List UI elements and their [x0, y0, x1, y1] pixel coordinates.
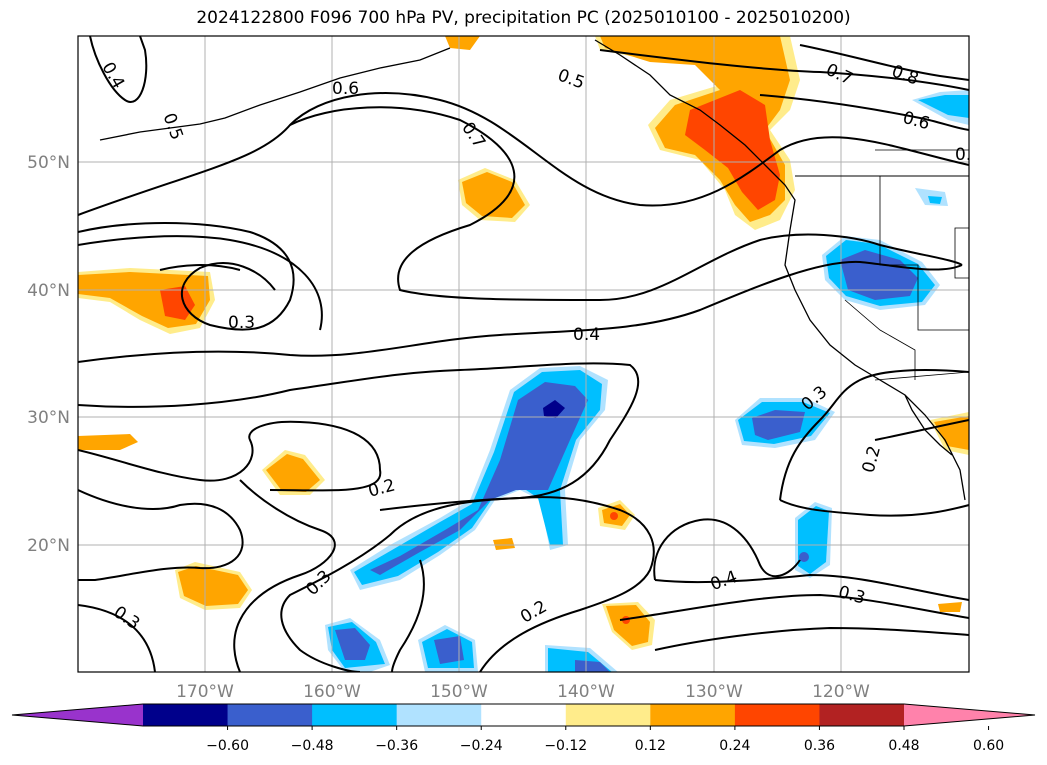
precip-positive-region	[610, 512, 618, 520]
lon-label: 170°W	[176, 682, 234, 702]
pv-contour	[289, 106, 963, 302]
pv-contour	[78, 92, 969, 216]
precip-negative-region	[799, 552, 809, 562]
pv-contour	[78, 489, 244, 581]
lon-label: 140°W	[557, 682, 615, 702]
pv-contour	[759, 94, 969, 131]
precip-negative-region	[918, 95, 969, 118]
precip-positive-region	[266, 454, 320, 492]
pv-contour	[78, 222, 295, 331]
coastline-alaska	[99, 47, 451, 141]
colorbar-tick-label: 0.12	[635, 738, 666, 754]
pv-contour	[779, 499, 969, 517]
colorbar-segment	[819, 704, 905, 726]
pv-contour	[78, 235, 323, 331]
pv-contour	[391, 559, 425, 672]
lat-label: 40°N	[27, 281, 70, 301]
precip-negative-region	[575, 660, 610, 672]
colorbar: −0.60 −0.48 −0.36 −0.24 −0.12 0.12 0.24 0.36 0.4…	[11, 703, 1036, 754]
lon-label: 120°W	[812, 682, 870, 702]
pv-contour	[874, 419, 969, 441]
longitude-labels: 170°W 160°W 150°W 140°W 130°W 120°W	[176, 682, 870, 702]
precip-positive-region	[445, 36, 480, 50]
precip-negative-region	[434, 636, 464, 664]
precip-positive-region	[938, 602, 962, 612]
pv-contour	[233, 479, 336, 672]
colorbar-segment	[650, 704, 736, 726]
colorbar-tick-label: 0.48	[888, 738, 919, 754]
colorbar-tick-label: 0.60	[973, 738, 1004, 754]
colorbar-segment	[396, 704, 482, 726]
contour-label: 0.6	[955, 145, 982, 165]
pv-contour	[78, 260, 963, 363]
pv-contour	[799, 44, 969, 81]
colorbar-segment	[143, 704, 229, 726]
colorbar-segment	[734, 704, 820, 726]
pv-contour	[78, 420, 382, 492]
pv-contour	[599, 49, 969, 91]
border	[844, 299, 916, 380]
lat-label: 50°N	[27, 153, 70, 173]
colorbar-extend-max	[904, 704, 1035, 726]
pv-contours	[78, 36, 969, 672]
pv-contour	[159, 264, 241, 271]
pv-contour	[379, 496, 655, 672]
precip-negative-region	[928, 196, 942, 204]
pv-contour	[779, 369, 969, 501]
precip-negative-region	[370, 382, 588, 575]
precip-positive-region	[606, 605, 650, 646]
colorbar-tick-label: −0.36	[375, 738, 418, 754]
precip-positive-region	[493, 538, 515, 550]
lon-label: 130°W	[685, 682, 743, 702]
precip-positive-region	[160, 286, 195, 320]
colorbar-segment	[565, 704, 651, 726]
map-area: 0.4 0.6 0.5 0.7 0.5 0.7 0.8 0.6 0.3 0.4 …	[78, 36, 982, 672]
colorbar-segment	[481, 704, 567, 726]
colorbar-segment	[312, 704, 398, 726]
lat-label: 20°N	[27, 536, 70, 556]
colorbar-segment	[227, 704, 313, 726]
colorbar-tick-label: 0.24	[719, 738, 750, 754]
precip-positive-region	[78, 434, 138, 450]
map-frame	[77, 35, 970, 673]
border	[879, 176, 969, 331]
pv-contour	[78, 362, 640, 672]
colorbar-tick-label: −0.24	[460, 738, 503, 754]
lat-label: 30°N	[27, 408, 70, 428]
lon-label: 160°W	[303, 682, 361, 702]
contour-label: 0.3	[228, 313, 255, 333]
pv-contour	[654, 626, 969, 651]
coastline-north-america	[594, 39, 966, 501]
pv-contour	[654, 573, 969, 601]
colorbar-tick-label: −0.48	[291, 738, 334, 754]
precip-positive-region	[685, 90, 780, 210]
colorbar-tick-label: −0.60	[206, 738, 249, 754]
latitude-labels: 50°N 40°N 30°N 20°N	[27, 153, 70, 556]
pv-contour	[78, 604, 156, 672]
colorbar-outline	[11, 703, 1036, 727]
precip-positive-region	[178, 566, 248, 606]
precip-negative-region	[543, 400, 565, 418]
map-title: 2024122800 F096 700 hPa PV, precipitatio…	[196, 8, 851, 28]
colorbar-extend-min	[12, 704, 143, 726]
colorbar-tick-label: 0.36	[804, 738, 835, 754]
precipitation-shading	[78, 36, 969, 672]
pv-contour	[619, 593, 969, 621]
contour-label: 0.4	[573, 325, 600, 345]
precip-negative-region	[335, 628, 370, 660]
pv-contour	[653, 518, 801, 581]
border	[874, 371, 969, 381]
coastlines	[99, 39, 969, 501]
pv-contour	[89, 36, 148, 103]
precip-positive-region	[462, 172, 525, 218]
lon-label: 150°W	[430, 682, 488, 702]
contour-label: 0.6	[332, 79, 359, 99]
colorbar-tick-label: −0.12	[544, 738, 587, 754]
